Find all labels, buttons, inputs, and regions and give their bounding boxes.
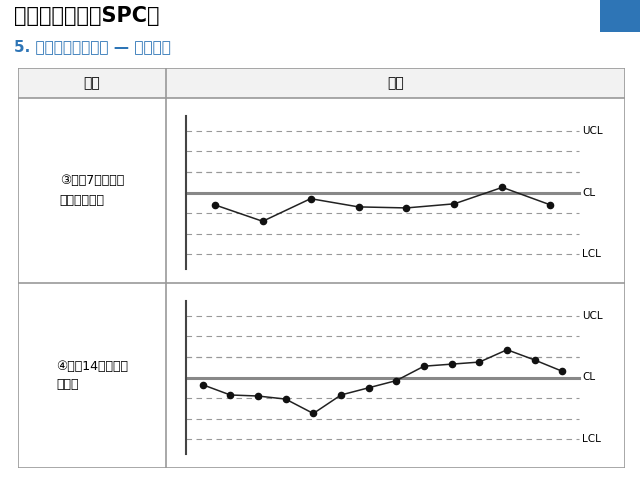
Text: 5. 控制图观察及分析 — 缺陷样式: 5. 控制图观察及分析 — 缺陷样式 [14, 39, 171, 55]
Bar [18, 68, 625, 98]
Point [353, 203, 364, 211]
Text: 统计过程控制（SPC）: 统计过程控制（SPC） [14, 6, 159, 26]
Point [336, 391, 346, 399]
Point [210, 201, 220, 209]
Text: 图示: 图示 [387, 76, 404, 90]
Point [447, 360, 457, 368]
Bar [600, 0, 640, 32]
Point [502, 346, 512, 354]
Point [391, 377, 401, 384]
Point [364, 384, 374, 392]
Text: ③连续7点在中心
线之上或之下: ③连续7点在中心 线之上或之下 [60, 175, 124, 206]
Text: CL: CL [582, 372, 595, 383]
Point [305, 195, 316, 203]
Point [253, 392, 263, 400]
Point [497, 183, 508, 191]
Point [474, 358, 484, 366]
Point [280, 395, 291, 403]
Point [419, 362, 429, 370]
Text: UCL: UCL [582, 126, 603, 136]
Text: ④连续14点交替上
下变化: ④连续14点交替上 下变化 [56, 360, 128, 392]
Text: CL: CL [582, 188, 595, 197]
Point [198, 381, 208, 388]
Point [225, 391, 236, 399]
Text: LCL: LCL [582, 434, 601, 444]
Point [257, 217, 268, 225]
Point [545, 201, 556, 209]
Point [557, 368, 568, 375]
Point [449, 200, 460, 208]
Text: UCL: UCL [582, 311, 603, 321]
Point [308, 409, 319, 417]
Point [401, 204, 412, 212]
Text: LCL: LCL [582, 249, 601, 259]
Text: 缺陷: 缺陷 [84, 76, 100, 90]
Point [529, 356, 540, 364]
